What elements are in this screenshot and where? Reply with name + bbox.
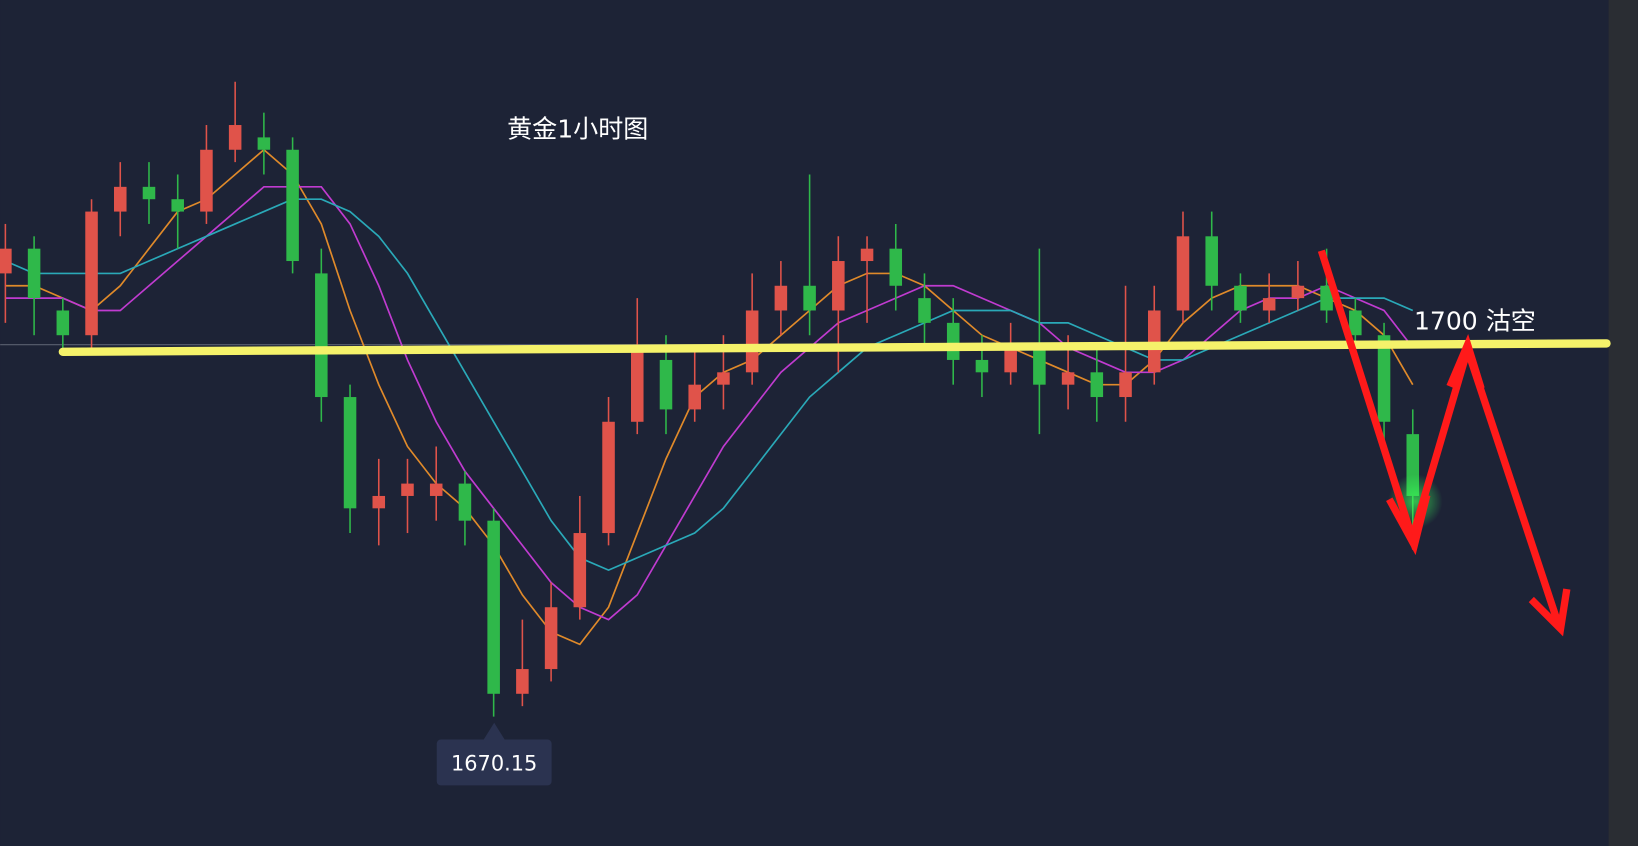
candle-body	[315, 273, 328, 398]
low-label: 1670.15	[451, 752, 537, 776]
moving-average	[5, 148, 1414, 646]
candle-body	[286, 149, 299, 262]
candle-body	[774, 285, 788, 311]
candle-body	[401, 483, 414, 496]
candle-body	[1004, 347, 1017, 373]
arrow-head	[1446, 334, 1485, 390]
candle-body	[343, 397, 357, 509]
candle-body	[114, 186, 127, 212]
candle-body	[1119, 372, 1132, 398]
candle-body	[200, 149, 213, 212]
low-callout: 1670.15	[436, 722, 552, 786]
candle-body	[918, 298, 931, 323]
candle-body	[832, 261, 845, 311]
candle-body	[56, 310, 70, 336]
candle-body	[487, 520, 500, 694]
candle-body	[1234, 285, 1247, 311]
candle-body	[889, 248, 903, 286]
candle-body	[1205, 236, 1218, 286]
candle-body	[860, 248, 874, 262]
candle-body	[745, 310, 759, 373]
arrow-head	[1386, 494, 1431, 556]
candle-body	[602, 421, 615, 534]
plot	[0, 81, 1611, 717]
candle-body	[142, 186, 156, 200]
arrow-path	[1317, 249, 1562, 626]
candle-body	[659, 359, 673, 410]
candle-body	[1262, 298, 1276, 311]
candle-body	[85, 211, 98, 336]
candle-body	[573, 533, 587, 608]
candle-body	[1176, 236, 1190, 311]
candle-body	[1090, 372, 1104, 398]
chart-title: 黄金1小时图	[507, 115, 648, 144]
candle-body	[946, 322, 960, 360]
candle-body	[228, 125, 242, 150]
candle-body	[171, 199, 184, 212]
candle-body	[1349, 310, 1362, 336]
candle-body	[429, 483, 443, 496]
candle-body	[0, 248, 12, 274]
candle-body	[803, 285, 816, 311]
candle-body	[1320, 285, 1333, 311]
moving-average	[5, 198, 1414, 572]
candle-body	[257, 137, 271, 150]
candle-body	[1033, 347, 1046, 385]
candle-body	[1291, 285, 1305, 299]
candle-body	[688, 384, 701, 410]
candle-body	[717, 372, 730, 385]
candle-body	[458, 483, 472, 521]
callout-pointer	[483, 722, 505, 740]
candle-body	[544, 607, 558, 670]
candle-body	[27, 248, 41, 299]
callout-box	[436, 739, 552, 786]
arrow-head	[1528, 588, 1571, 637]
candle-body	[1148, 310, 1161, 373]
side-strip	[1608, 0, 1638, 846]
candle-body	[372, 495, 386, 509]
annotation: 1700 沽空	[1414, 307, 1536, 336]
candle-body	[516, 669, 529, 694]
candle-body	[975, 359, 989, 373]
candle-body	[1377, 335, 1391, 422]
candle-body	[1061, 372, 1075, 385]
candle-body	[631, 347, 644, 422]
moving-average	[5, 186, 1414, 621]
arrows	[1317, 249, 1571, 637]
